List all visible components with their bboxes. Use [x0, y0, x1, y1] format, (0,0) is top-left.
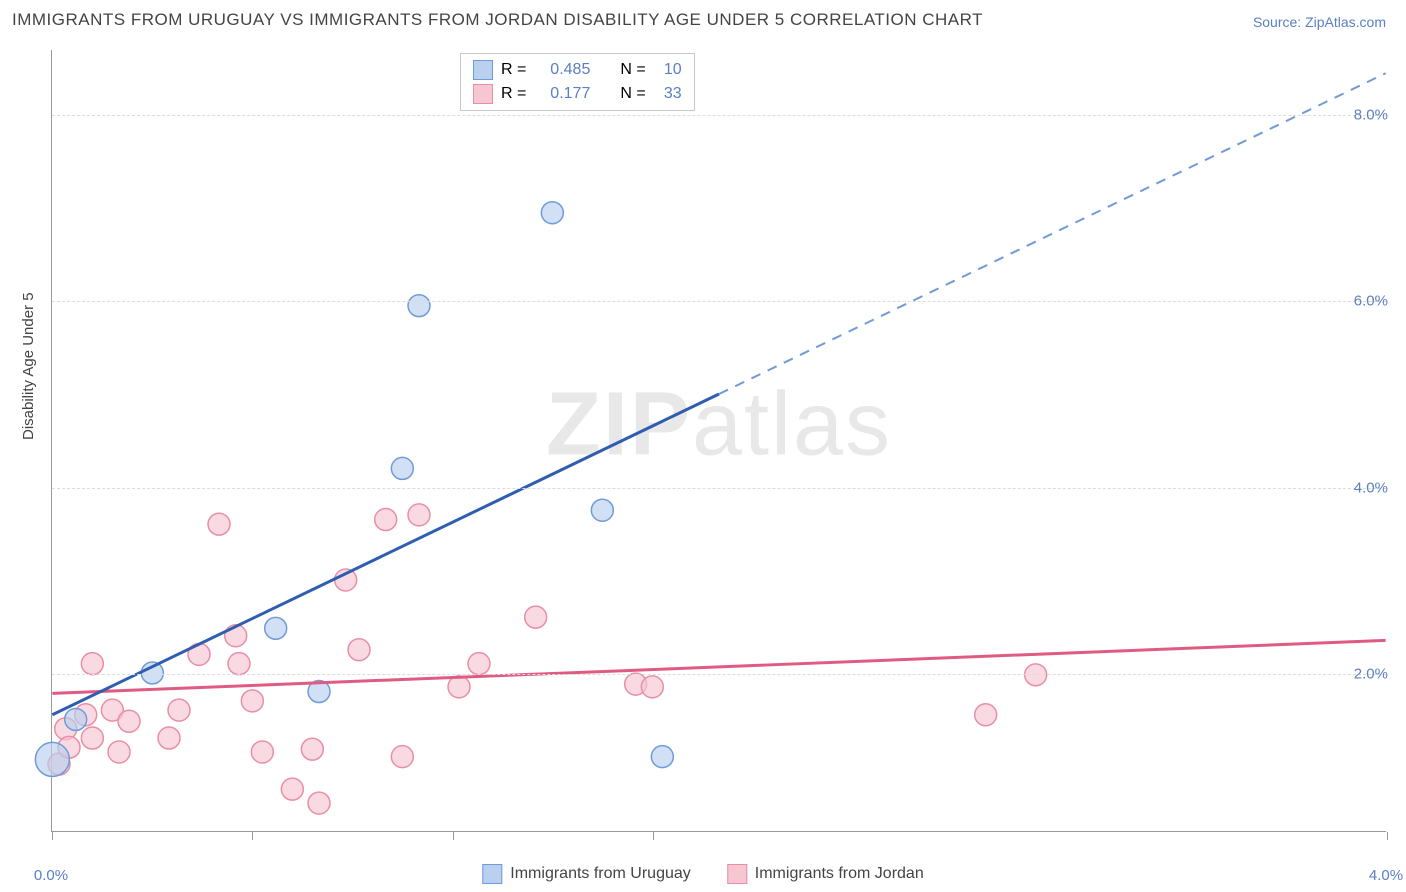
scatter-point: [168, 699, 190, 721]
scatter-point: [118, 710, 140, 732]
ytick-label: 4.0%: [1354, 479, 1388, 496]
scatter-point: [591, 499, 613, 521]
scatter-point: [651, 746, 673, 768]
xtick-label: 4.0%: [1369, 867, 1403, 884]
scatter-point: [408, 295, 430, 317]
xtick: [453, 832, 454, 840]
scatter-point: [348, 639, 370, 661]
scatter-point: [208, 513, 230, 535]
scatter-point: [468, 653, 490, 675]
xtick: [653, 832, 654, 840]
legend-swatch-uruguay: [482, 864, 502, 884]
scatter-point: [158, 727, 180, 749]
scatter-point: [1025, 664, 1047, 686]
ytick-label: 8.0%: [1354, 107, 1388, 124]
legend-entry-jordan: Immigrants from Jordan: [727, 864, 924, 884]
scatter-point: [525, 606, 547, 628]
trendline-uruguay-solid: [52, 394, 719, 715]
scatter-point: [108, 741, 130, 763]
scatter-point: [241, 690, 263, 712]
y-axis-label: Disability Age Under 5: [20, 292, 37, 440]
xtick: [1387, 832, 1388, 840]
scatter-point: [228, 653, 250, 675]
scatter-point: [301, 738, 323, 760]
r-value-jordan: 0.177: [534, 82, 590, 106]
chart-container: IMMIGRANTS FROM URUGUAY VS IMMIGRANTS FR…: [0, 0, 1406, 892]
swatch-uruguay: [473, 60, 493, 80]
scatter-point: [641, 676, 663, 698]
legend-entry-uruguay: Immigrants from Uruguay: [482, 864, 691, 884]
plot-svg: [52, 50, 1386, 831]
n-value-uruguay: 10: [654, 58, 682, 82]
legend-label-uruguay: Immigrants from Uruguay: [510, 865, 691, 883]
swatch-jordan: [473, 84, 493, 104]
scatter-point: [391, 457, 413, 479]
trendline-jordan: [52, 640, 1385, 693]
r-value-uruguay: 0.485: [534, 58, 590, 82]
xtick-label: 0.0%: [34, 867, 68, 884]
scatter-point: [281, 778, 303, 800]
plot-area: ZIPatlas: [51, 50, 1386, 832]
gridline-h: [52, 674, 1386, 675]
scatter-point: [265, 617, 287, 639]
ytick-label: 6.0%: [1354, 293, 1388, 310]
scatter-point: [308, 792, 330, 814]
scatter-point: [975, 704, 997, 726]
correlation-panel: R = 0.485 N = 10 R = 0.177 N = 33: [460, 53, 695, 111]
scatter-point: [448, 676, 470, 698]
gridline-h: [52, 301, 1386, 302]
xtick: [252, 832, 253, 840]
legend-bottom: Immigrants from Uruguay Immigrants from …: [482, 864, 923, 884]
scatter-point: [35, 742, 69, 776]
scatter-point: [408, 504, 430, 526]
xtick: [52, 832, 53, 840]
n-value-jordan: 33: [654, 82, 682, 106]
trendline-uruguay-dashed: [719, 73, 1386, 394]
gridline-h: [52, 115, 1386, 116]
scatter-point: [81, 727, 103, 749]
n-label: N =: [620, 58, 645, 82]
source-attribution: Source: ZipAtlas.com: [1253, 14, 1386, 30]
scatter-point: [81, 653, 103, 675]
ytick-label: 2.0%: [1354, 665, 1388, 682]
r-label: R =: [501, 82, 526, 106]
correlation-row-jordan: R = 0.177 N = 33: [473, 82, 682, 106]
legend-label-jordan: Immigrants from Jordan: [755, 865, 924, 883]
scatter-point: [391, 746, 413, 768]
scatter-point: [375, 509, 397, 531]
gridline-h: [52, 488, 1386, 489]
correlation-row-uruguay: R = 0.485 N = 10: [473, 58, 682, 82]
scatter-point: [251, 741, 273, 763]
chart-title: IMMIGRANTS FROM URUGUAY VS IMMIGRANTS FR…: [12, 10, 983, 30]
n-label: N =: [620, 82, 645, 106]
scatter-point: [541, 202, 563, 224]
scatter-point: [65, 708, 87, 730]
r-label: R =: [501, 58, 526, 82]
legend-swatch-jordan: [727, 864, 747, 884]
